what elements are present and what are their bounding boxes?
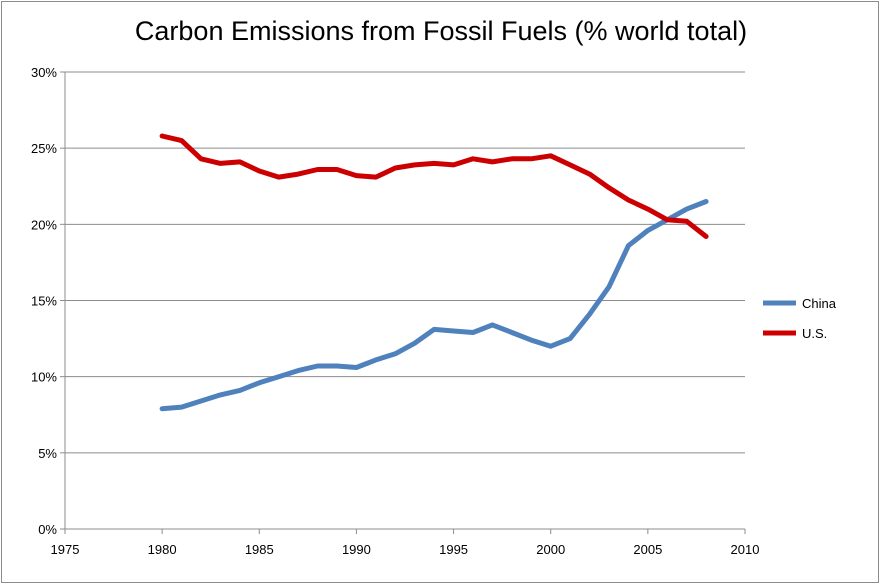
axes: 0% 5% 10% 15% 20% 25% 30% 1975 1980 1985 1990 1995 2… [31,65,759,557]
y-tick-label: 20% [31,217,57,232]
x-tick-label: 1980 [148,542,177,557]
series-line-u-s [159,133,709,239]
y-tick-label: 25% [31,141,57,156]
gridlines [65,71,745,454]
x-tick-label: 1995 [439,542,468,557]
series-lines [159,133,709,412]
x-tick-label: 1975 [51,542,80,557]
y-tick-label: 30% [31,65,57,80]
legend-label: China [802,296,837,311]
y-tick-label: 10% [31,370,57,385]
x-tick-label: 2010 [731,542,760,557]
series-line-china [159,199,709,412]
y-tick-label: 0% [38,522,57,537]
legend: China U.S. [763,296,837,341]
x-tick-label: 1985 [245,542,274,557]
y-tick-label: 15% [31,294,57,309]
chart-title: Carbon Emissions from Fossil Fuels (% wo… [134,16,748,46]
x-tick-label: 2005 [633,542,662,557]
legend-label: U.S. [802,326,827,341]
x-tick-label: 1990 [342,542,371,557]
x-tick-label: 2000 [536,542,565,557]
y-tick-label: 5% [38,446,57,461]
